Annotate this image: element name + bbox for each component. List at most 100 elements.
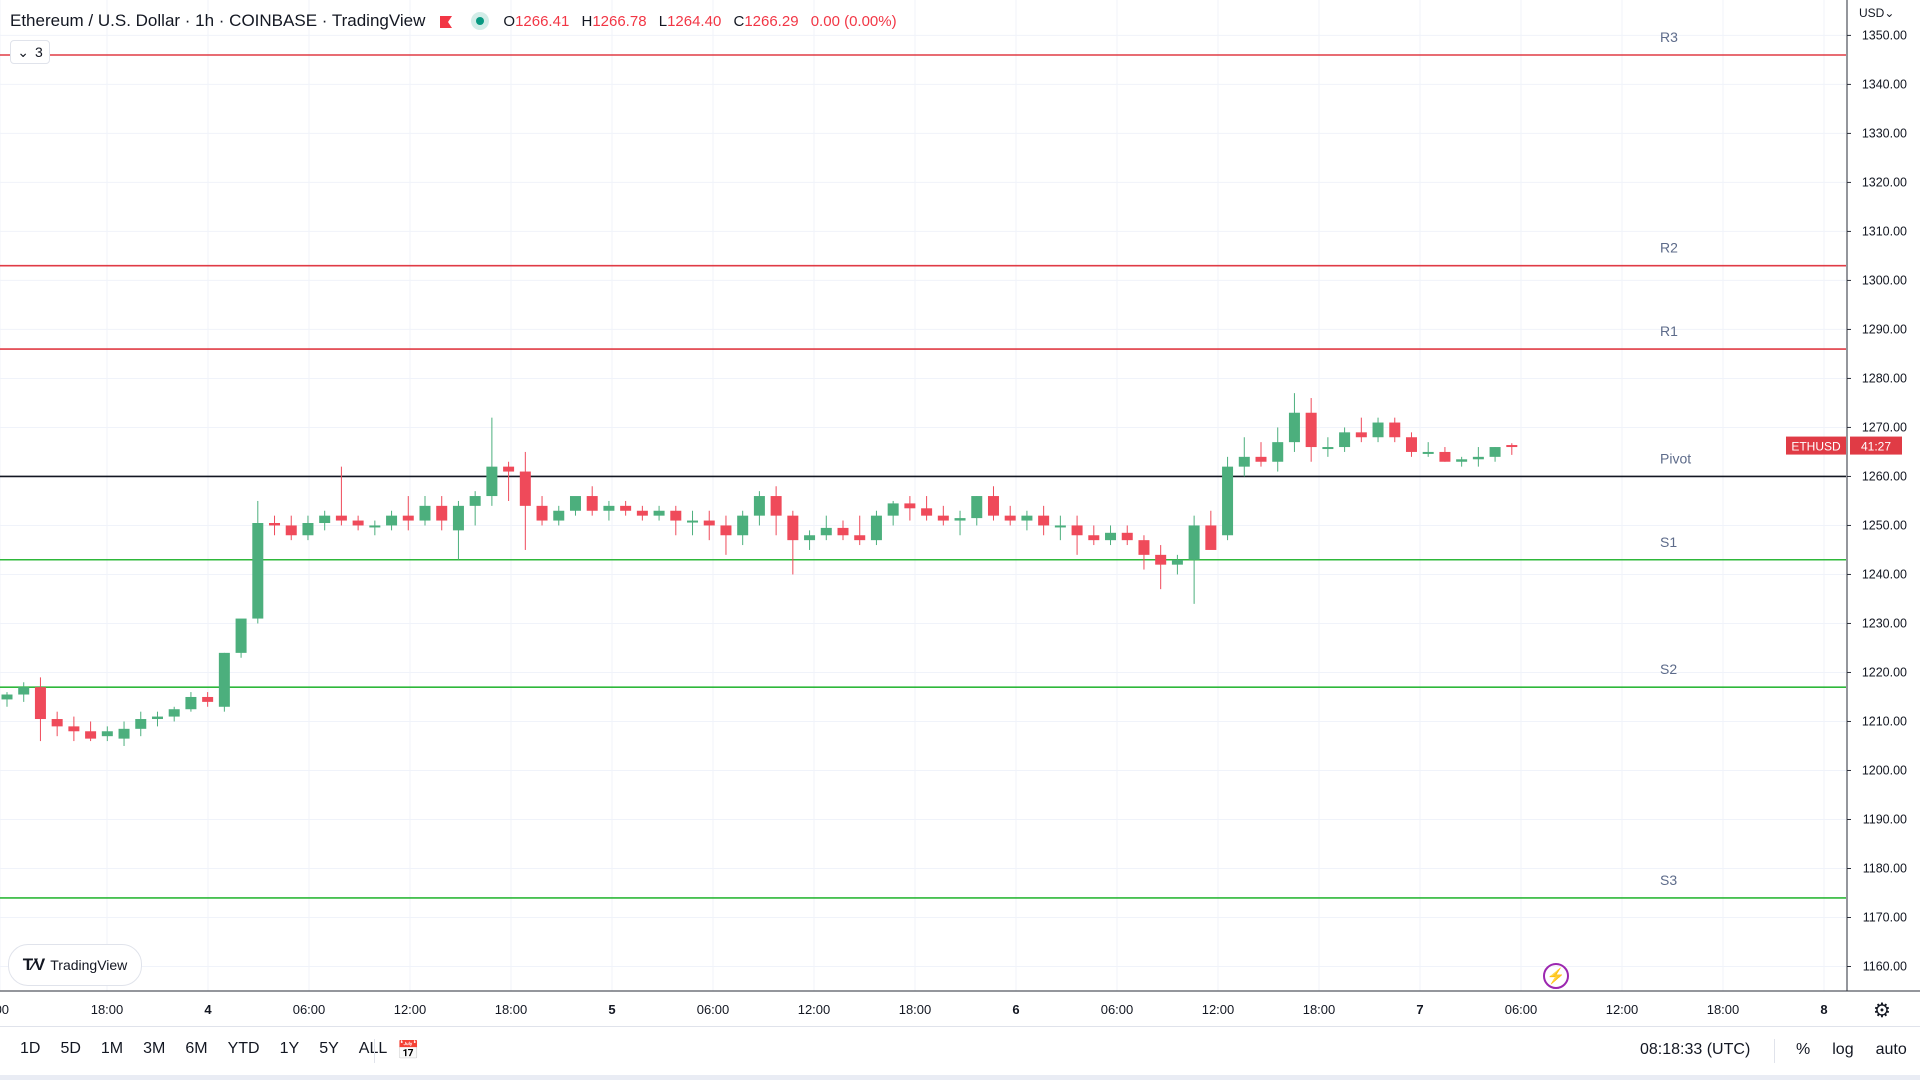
candle-body[interactable] [854,535,866,541]
percent-toggle[interactable]: % [1796,1041,1811,1058]
candle-body[interactable] [636,510,648,516]
candle-body[interactable] [1439,451,1451,462]
candle-body[interactable] [118,728,130,739]
candle-body[interactable] [335,515,347,521]
candle-body[interactable] [837,527,849,536]
candle-body[interactable] [319,515,331,524]
candle-body[interactable] [1088,535,1100,541]
candle-body[interactable] [151,716,163,720]
candle-body[interactable] [1054,525,1066,528]
candle-body[interactable] [1255,456,1267,462]
candle-body[interactable] [703,520,715,526]
candle-body[interactable] [670,510,682,521]
candle-body[interactable] [386,515,398,526]
candle-body[interactable] [804,535,816,541]
candle-body[interactable] [1506,445,1518,448]
price-chart[interactable]: R3 R2 R1 Pivot S1 S2 S3 1350.00 1340.00 1330.00 13… [0,0,1920,1026]
range-button-1d[interactable]: 1D [20,1040,41,1057]
range-button-1m[interactable]: 1M [100,1040,124,1057]
candle-body[interactable] [870,515,882,541]
candle-body[interactable] [586,496,598,511]
utc-clock[interactable]: 08:18:33 (UTC) [1640,1041,1751,1058]
candle-body[interactable] [1456,459,1468,462]
ticker-tag[interactable] [1786,436,1846,455]
candle-body[interactable] [569,496,581,511]
lightning-icon[interactable]: ⚡ [1543,963,1569,989]
candle-body[interactable] [1489,447,1501,457]
candle-body[interactable] [987,496,999,516]
candle-body[interactable] [135,719,147,729]
symbol-title[interactable]: Ethereum / U.S. Dollar · 1h · COINBASE ·… [10,11,426,30]
candle-body[interactable] [18,687,30,695]
candle-body[interactable] [1188,525,1200,560]
range-button-3m[interactable]: 3M [143,1040,166,1057]
range-button-6m[interactable]: 6M [185,1040,208,1057]
candle-body[interactable] [285,525,297,536]
candle-body[interactable] [1272,442,1284,462]
candle-body[interactable] [653,510,665,516]
candle-body[interactable] [419,505,431,521]
candle-body[interactable] [1222,466,1234,536]
candle-body[interactable] [1389,422,1401,438]
auto-toggle[interactable]: auto [1875,1041,1907,1058]
candle-body[interactable] [101,731,113,737]
candle-body[interactable] [753,496,765,516]
candle-body[interactable] [687,520,699,523]
range-button-1y[interactable]: 1Y [279,1040,300,1057]
candle-body[interactable] [452,505,464,531]
currency-selector[interactable]: USD⌄ [1859,6,1894,20]
candle-body[interactable] [737,515,749,536]
range-button-ytd[interactable]: YTD [227,1040,260,1057]
indicators-toggle-button[interactable]: ⌄ 3 [10,40,50,64]
candle-body[interactable] [486,466,498,497]
candle-body[interactable] [954,518,966,521]
gear-icon[interactable]: ⚙ [1873,1000,1891,1022]
candle-body[interactable] [1105,532,1117,541]
candle-body[interactable] [1305,412,1317,448]
candle-body[interactable] [269,523,281,526]
candle-body[interactable] [402,515,414,521]
candle-body[interactable] [218,652,230,707]
calendar-icon[interactable]: 📅 [397,1040,420,1060]
candle-body[interactable] [369,525,381,528]
candle-body[interactable] [720,525,732,536]
candle-body[interactable] [302,523,314,536]
candle-body[interactable] [1372,422,1384,438]
candle-body[interactable] [1405,437,1417,452]
log-toggle[interactable]: log [1832,1041,1854,1058]
candle-body[interactable] [1205,525,1217,550]
candle-body[interactable] [519,471,531,506]
candle-body[interactable] [168,709,180,717]
tradingview-watermark[interactable]: T⁄V TradingView [8,944,142,986]
candle-body[interactable] [1339,432,1351,448]
candle-body[interactable] [1238,456,1250,467]
candle-body[interactable] [770,496,782,516]
flag-icon[interactable] [439,14,453,28]
range-button-5d[interactable]: 5D [60,1040,81,1057]
candle-body[interactable] [921,508,933,516]
countdown-tag[interactable] [1850,436,1902,455]
candle-body[interactable] [1004,515,1016,521]
candle-body[interactable] [1071,525,1083,536]
candle-body[interactable] [536,505,548,521]
candle-body[interactable] [1322,447,1334,450]
candle-body[interactable] [937,515,949,521]
candle-body[interactable] [1,694,13,700]
candle-body[interactable] [1121,532,1133,541]
candle-body[interactable] [68,726,80,732]
candle-body[interactable] [904,503,916,509]
candle-body[interactable] [34,687,46,720]
candle-body[interactable] [252,523,264,619]
candle-body[interactable] [1422,451,1434,454]
candle-body[interactable] [971,496,983,519]
range-button-5y[interactable]: 5Y [319,1040,339,1057]
candle-body[interactable] [1288,412,1300,443]
candle-body[interactable] [1021,515,1033,521]
candle-body[interactable] [51,719,63,727]
candle-body[interactable] [185,696,197,710]
candle-body[interactable] [469,496,481,506]
candle-body[interactable] [1138,540,1150,555]
candle-body[interactable] [352,520,364,526]
candle-body[interactable] [787,515,799,541]
candle-body[interactable] [603,505,615,511]
